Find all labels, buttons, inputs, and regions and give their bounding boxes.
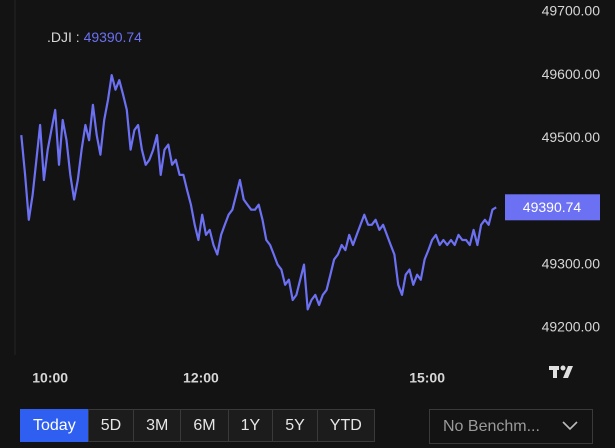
legend: .DJI : 49390.74 [47,29,142,45]
y-tick-label: 49700.00 [542,3,601,19]
benchmark-dropdown[interactable]: No Benchm... [429,409,593,444]
chart: 49200.00 49300.00 49500.00 49600.00 49700.00… [14,0,601,386]
range-buttons: Today 5D 3M 6M 1Y 5Y YTD [20,409,375,442]
legend-sep: : [72,29,84,45]
range-button[interactable]: YTD [316,409,375,442]
range-button[interactable]: 3M [133,409,182,442]
legend-name: .DJI [47,29,72,45]
tradingview-logo [549,365,573,378]
benchmark-label: No Benchm... [443,418,540,435]
y-tick-label: 49500.00 [542,129,601,145]
y-tick-label: 49300.00 [542,255,601,271]
range-button[interactable]: Today [20,409,89,442]
x-tick-label: 15:00 [409,370,445,386]
x-tick-label: 12:00 [183,370,219,386]
legend-value: 49390.74 [84,29,143,45]
price-tag [505,194,600,221]
range-button[interactable]: 5Y [272,409,318,442]
x-tick-label: 10:00 [32,370,68,386]
chevron [562,421,578,431]
range-button[interactable]: 6M [180,409,229,442]
y-tick-label: 49600.00 [542,66,601,82]
price-tag-label: 49390.74 [523,199,582,215]
y-tick-label: 49200.00 [542,318,601,334]
range-button[interactable]: 5D [87,409,135,442]
price-line [20,74,497,311]
range-button[interactable]: 1Y [227,409,274,442]
